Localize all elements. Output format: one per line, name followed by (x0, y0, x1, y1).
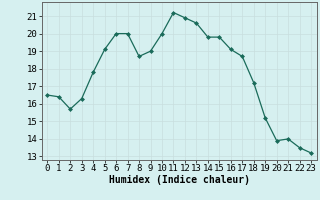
X-axis label: Humidex (Indice chaleur): Humidex (Indice chaleur) (109, 175, 250, 185)
